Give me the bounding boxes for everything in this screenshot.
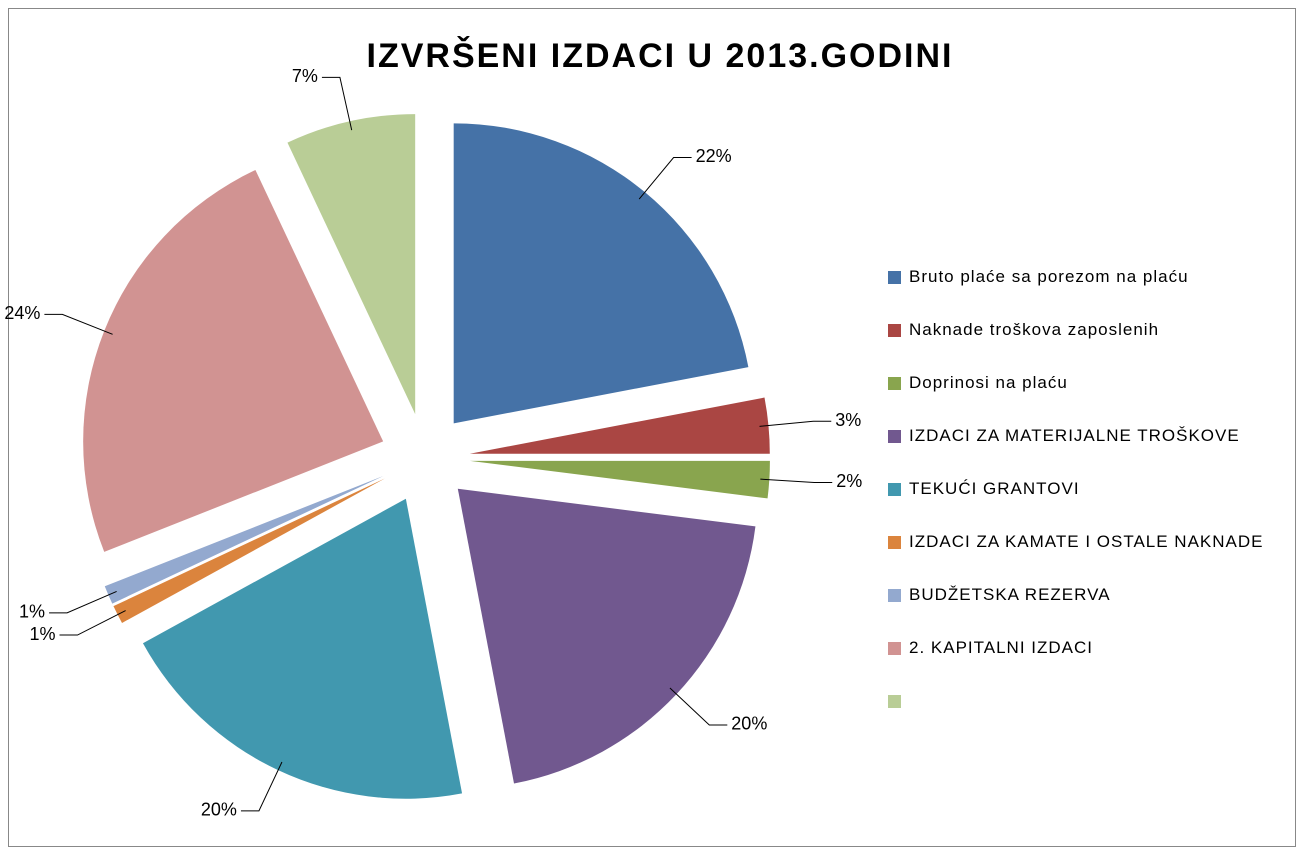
legend-swatch <box>888 695 901 708</box>
data-label: 1% <box>19 602 45 622</box>
data-label: 2% <box>836 471 862 491</box>
legend: Bruto plaće sa porezom na plaću Naknade t… <box>888 266 1288 743</box>
legend-entry: Doprinosi na plaću <box>888 372 1288 425</box>
pie-slice <box>287 114 416 415</box>
pie-slice <box>457 488 756 784</box>
legend-label: IZDACI ZA MATERIJALNE TROŠKOVE <box>909 426 1240 445</box>
legend-swatch <box>888 536 901 549</box>
data-label: 20% <box>201 800 237 820</box>
leader-line <box>321 76 353 131</box>
pie-slice <box>142 498 463 799</box>
legend-label: Naknade troškova zaposlenih <box>909 320 1160 339</box>
legend-label: BUDŽETSKA REZERVA <box>909 585 1111 604</box>
leader-line <box>760 478 833 483</box>
leader-line <box>59 610 126 636</box>
legend-swatch <box>888 271 901 284</box>
leader-line <box>240 761 283 812</box>
legend-label: Doprinosi na plaću <box>909 373 1068 392</box>
pie-slice <box>104 475 384 604</box>
data-label: 7% <box>292 66 318 86</box>
legend-swatch <box>888 377 901 390</box>
legend-label: Bruto plaće sa porezom na plaću <box>909 267 1189 286</box>
pie-slice <box>453 123 749 424</box>
data-label: 3% <box>835 410 861 430</box>
legend-entry: IZDACI ZA MATERIJALNE TROŠKOVE <box>888 425 1288 478</box>
data-label: 24% <box>4 303 40 323</box>
legend-entry <box>888 690 1288 743</box>
leader-line <box>638 156 692 200</box>
pie-slice <box>83 169 384 552</box>
legend-label: TEKUĆI GRANTOVI <box>909 479 1080 498</box>
pie-slice <box>113 478 385 623</box>
data-label: 22% <box>696 146 732 166</box>
data-label: 20% <box>731 714 767 734</box>
legend-entry: 2. KAPITALNI IZDACI <box>888 637 1288 690</box>
legend-swatch <box>888 483 901 496</box>
leader-line <box>759 420 832 427</box>
legend-entry: TEKUĆI GRANTOVI <box>888 478 1288 531</box>
data-label: 1% <box>29 624 55 644</box>
leader-line <box>44 313 113 335</box>
legend-entry: IZDACI ZA KAMATE I OSTALE NAKNADE <box>888 531 1288 584</box>
legend-swatch <box>888 642 901 655</box>
pie-slice <box>469 397 770 454</box>
legend-entry: Naknade troškova zaposlenih <box>888 319 1288 372</box>
leader-line <box>669 687 728 726</box>
legend-swatch <box>888 324 901 337</box>
legend-entry: BUDŽETSKA REZERVA <box>888 584 1288 637</box>
legend-swatch <box>888 589 901 602</box>
pie-slice <box>469 460 770 499</box>
legend-swatch <box>888 430 901 443</box>
legend-label: IZDACI ZA KAMATE I OSTALE NAKNADE <box>909 532 1264 551</box>
legend-entry: Bruto plaće sa porezom na plaću <box>888 266 1288 319</box>
legend-label: 2. KAPITALNI IZDACI <box>909 638 1094 657</box>
leader-line <box>49 590 117 614</box>
chart-title: IZVRŠENI IZDACI U 2013.GODINI <box>367 36 954 75</box>
